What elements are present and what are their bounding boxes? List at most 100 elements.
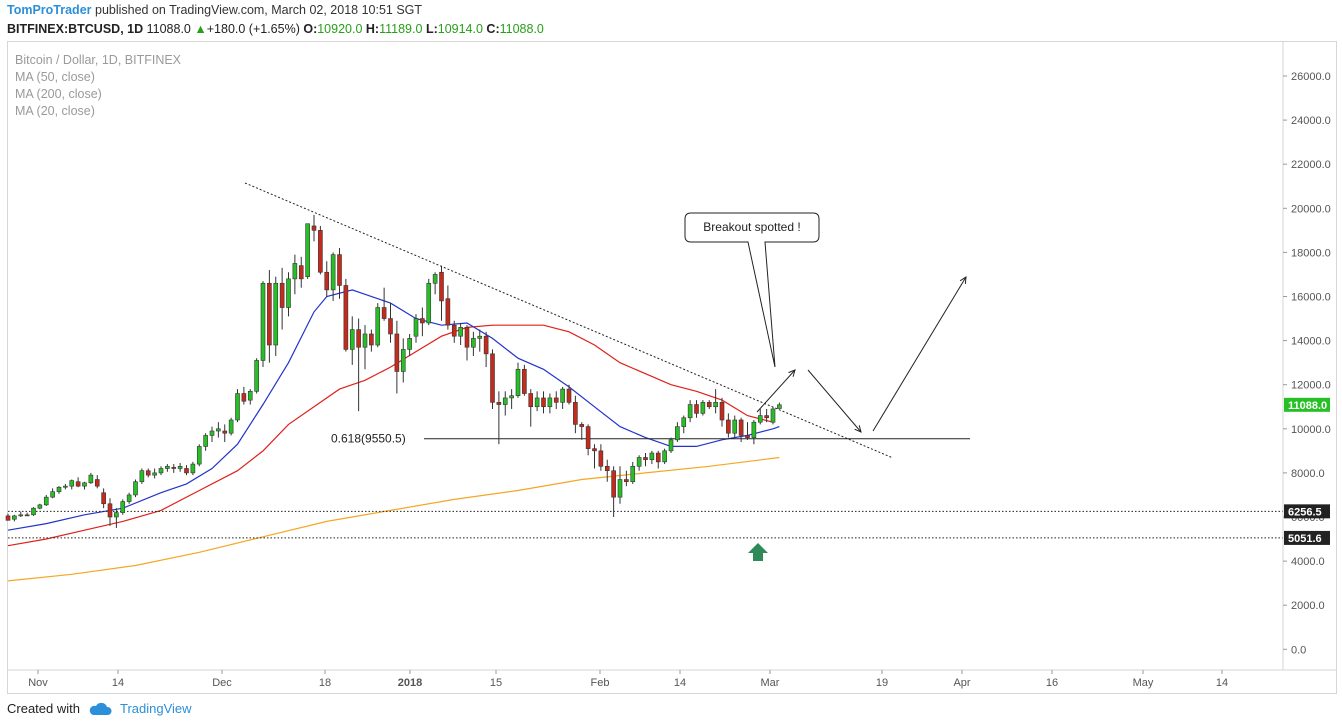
candle-body bbox=[770, 408, 776, 423]
candle-body bbox=[560, 388, 565, 403]
candle bbox=[235, 389, 240, 423]
candle-body bbox=[764, 415, 769, 419]
y-tick-label: 2000.0 bbox=[1291, 600, 1325, 612]
candle-body bbox=[69, 480, 75, 487]
candle-body bbox=[700, 402, 706, 414]
y-tick-label: 14000.0 bbox=[1291, 336, 1331, 348]
open-label: O: bbox=[303, 22, 318, 36]
x-tick-label: Dec bbox=[212, 677, 232, 689]
x-tick-label: 14 bbox=[112, 677, 124, 689]
candle bbox=[171, 464, 177, 473]
candle-body bbox=[464, 327, 470, 348]
publish-info: TomProTrader published on TradingView.co… bbox=[7, 3, 422, 17]
candle bbox=[369, 329, 374, 352]
candle-body bbox=[579, 424, 585, 427]
candle bbox=[611, 466, 616, 517]
author-link[interactable]: TomProTrader bbox=[7, 3, 92, 17]
fib-level-label: 0.618(9550.5) bbox=[331, 432, 406, 446]
candle-body bbox=[496, 402, 502, 405]
candle bbox=[381, 287, 387, 321]
close-label: C: bbox=[486, 22, 500, 36]
candle bbox=[738, 417, 744, 443]
candle bbox=[145, 468, 151, 478]
candle bbox=[356, 318, 361, 412]
candle bbox=[107, 498, 113, 526]
candle bbox=[547, 393, 553, 414]
candle-body bbox=[381, 307, 387, 319]
candle-body bbox=[292, 263, 298, 280]
y-tick-label: 8000.0 bbox=[1291, 468, 1325, 480]
candle bbox=[477, 329, 483, 352]
candle-body bbox=[745, 435, 750, 438]
candle-body bbox=[515, 368, 521, 397]
candle bbox=[662, 448, 667, 465]
candle-body bbox=[120, 501, 126, 513]
candle-body bbox=[668, 439, 674, 452]
candle bbox=[241, 386, 247, 405]
candle bbox=[305, 223, 310, 279]
candle-body bbox=[675, 426, 680, 441]
cloud-icon bbox=[89, 702, 112, 715]
candle bbox=[184, 465, 189, 476]
candle bbox=[394, 320, 400, 394]
candle bbox=[681, 415, 687, 434]
candle-body bbox=[617, 479, 623, 498]
candle-body bbox=[694, 404, 699, 414]
legend-ma200: MA (200, close) bbox=[15, 87, 102, 101]
candle-body bbox=[330, 254, 336, 291]
candle-body bbox=[687, 404, 693, 419]
y-tick-label: 12000.0 bbox=[1291, 380, 1331, 392]
x-tick-label: 19 bbox=[876, 677, 888, 689]
candle bbox=[643, 453, 648, 467]
support2-badge-bg bbox=[1284, 530, 1330, 545]
candle bbox=[114, 508, 119, 529]
x-tick-label: 18 bbox=[319, 677, 331, 689]
candle bbox=[279, 267, 285, 330]
candle-body bbox=[483, 335, 489, 355]
candle bbox=[732, 415, 738, 438]
tradingview-link[interactable]: TradingView bbox=[119, 701, 192, 716]
candle-body bbox=[31, 507, 36, 516]
last-price-badge: 11088.0 bbox=[1288, 400, 1327, 412]
candle-body bbox=[439, 271, 444, 302]
candle bbox=[726, 413, 731, 438]
candle-body bbox=[56, 486, 62, 492]
candle bbox=[349, 316, 355, 365]
created-with-text: Created with bbox=[7, 701, 80, 716]
candle-body bbox=[534, 397, 540, 408]
candle-body bbox=[432, 274, 438, 284]
candle-body bbox=[133, 481, 138, 496]
chart-frame[interactable] bbox=[7, 41, 1337, 694]
open-value: 10920.0 bbox=[317, 22, 363, 36]
candle bbox=[101, 488, 106, 509]
up-arrow-marker-icon bbox=[748, 543, 768, 561]
candle-body bbox=[324, 271, 330, 291]
x-tick-label: Mar bbox=[761, 677, 780, 689]
candle bbox=[757, 408, 763, 425]
candle-body bbox=[451, 324, 457, 337]
high-label: H: bbox=[365, 22, 380, 36]
x-tick-label: Nov bbox=[28, 677, 48, 689]
target-arrow-head bbox=[959, 276, 967, 285]
ma200-line bbox=[7, 456, 780, 582]
candle bbox=[120, 499, 126, 515]
candle bbox=[311, 214, 317, 242]
candle-body bbox=[158, 468, 164, 474]
close-value: 11088.0 bbox=[499, 22, 544, 36]
candle bbox=[247, 389, 253, 405]
candle-body bbox=[101, 492, 106, 505]
candle-body bbox=[636, 457, 642, 467]
candle-body bbox=[407, 338, 412, 350]
candle-body bbox=[286, 278, 291, 308]
candle bbox=[420, 307, 425, 337]
candle-body bbox=[343, 285, 349, 350]
candle bbox=[388, 303, 393, 343]
candle bbox=[158, 466, 164, 476]
candle-body bbox=[547, 397, 553, 408]
candle-body bbox=[388, 318, 393, 335]
candle-body bbox=[12, 515, 17, 520]
candle-body bbox=[738, 419, 744, 436]
candle bbox=[579, 422, 585, 440]
candle bbox=[649, 450, 655, 465]
